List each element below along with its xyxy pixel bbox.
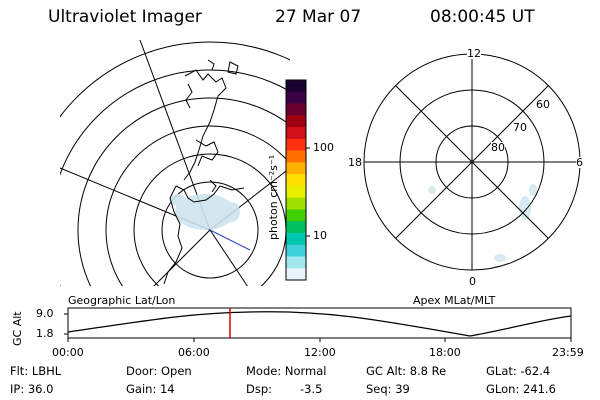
apex-label: Apex MLat/MLT [413,294,496,307]
ip-status: IP: 36.0 [10,382,54,396]
dsp-status: Dsp: [246,382,273,396]
color-bar-label-100: 100 [313,141,334,154]
instrument-title: Ultraviolet Imager [48,7,202,27]
orbit-x-tick-1200: 12:00 [304,346,336,359]
gain-status: Gain: 14 [126,382,175,396]
aurora-emission-mlt [428,184,537,262]
color-bar-segment [286,138,306,152]
color-bar-segment [286,150,306,163]
coastlines [163,59,245,285]
color-bar-segment [286,256,306,269]
orbit-x-tick-0000: 00:00 [52,346,84,359]
mlat-label-60: 60 [536,98,550,111]
color-bar-segment [286,244,306,257]
orbit-y-ticks [64,313,68,335]
mlat-80-circle [435,125,509,199]
mlat-label-70: 70 [513,121,527,134]
mlat-label-80: 80 [491,141,505,154]
filter-status: Flt: LBHL [10,364,62,378]
mlt-label-0: 0 [469,275,476,288]
mlt-label-12: 12 [467,47,481,60]
dsp-value: -3.5 [300,382,323,396]
color-bar-segment [286,115,306,128]
gc-alt-status: GC Alt: 8.8 Re [366,364,447,378]
color-bar-segment [286,127,306,140]
geographic-map [60,40,290,286]
orbit-x-tick-1800: 18:00 [429,346,461,359]
mlt-diagonal-2 [394,84,550,240]
orbit-altitude-plot [64,307,572,342]
color-bar-segment [286,268,306,281]
latitude-circles [60,41,290,286]
color-bar-segment [286,221,306,234]
aurora-emission [170,194,240,230]
door-status: Door: Open [126,364,192,378]
color-bar-segment [286,80,306,93]
color-bar-segment [286,209,306,222]
mlat-70-circle [399,89,545,235]
orbit-y-label: GC Alt [11,311,24,346]
color-bar-unit-label: photon cm⁻²s⁻¹ [267,154,280,240]
color-bar-segment [286,174,306,187]
time-label: 08:00:45 UT [430,7,535,27]
color-bar-segment [286,232,306,246]
meridian-lines [60,40,290,286]
geographic-label: Geographic Lat/Lon [68,294,176,307]
color-bar-label-10: 10 [313,229,327,242]
color-bar-segment [286,185,306,199]
mlt-label-6: 6 [576,156,583,169]
glat-status: GLat: -62.4 [486,364,551,378]
apex-polar-plot [363,53,581,271]
seq-status: Seq: 39 [366,382,410,396]
color-bar-segment [286,162,306,175]
glon-status: GLon: 241.6 [486,382,556,396]
altitude-curve [67,311,572,337]
color-bar-segment [286,91,306,105]
color-bar-segment [286,103,306,116]
color-bar [286,80,306,281]
color-bar-segment [286,197,306,210]
orbit-plot-frame [67,307,572,339]
sun-direction-line [209,229,251,251]
mlt-label-18: 18 [348,156,362,169]
orbit-y-tick-1-8: 1.8 [36,327,54,340]
orbit-x-tick-2359: 23:59 [552,346,584,359]
orbit-x-ticks [67,338,572,342]
mode-status: Mode: Normal [246,364,327,378]
orbit-y-tick-9: 9.0 [36,307,54,320]
orbit-x-tick-0600: 06:00 [178,346,210,359]
date-label: 27 Mar 07 [275,7,362,27]
color-bar-frame [285,79,307,281]
